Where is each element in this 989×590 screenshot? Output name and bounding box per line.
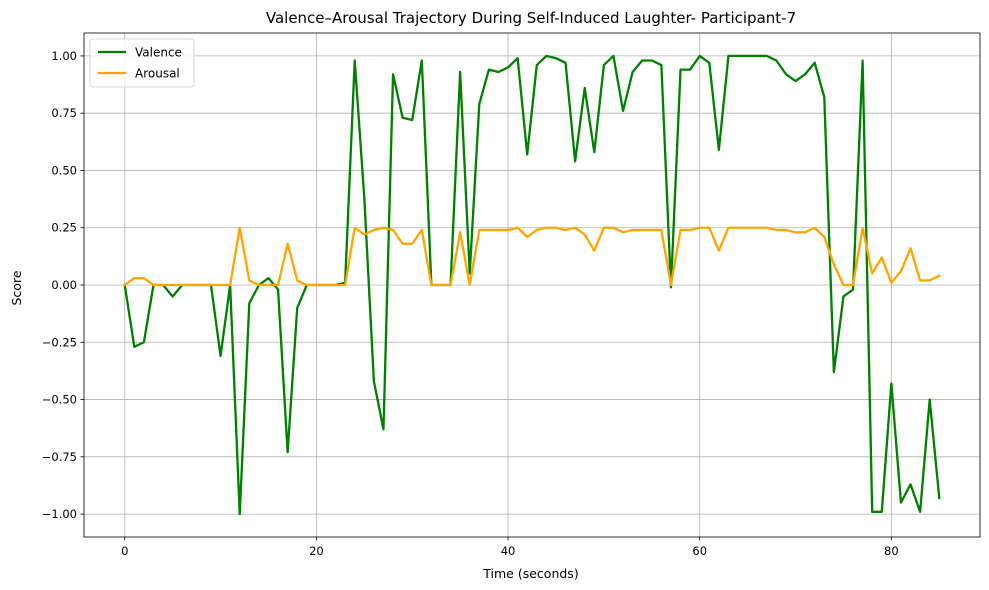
legend-label-arousal: Arousal: [135, 67, 180, 81]
series-lines: [123, 54, 941, 516]
x-tick-label: 0: [121, 544, 128, 558]
y-tick-label: 0.75: [51, 106, 77, 120]
series-line-arousal: [123, 226, 941, 287]
y-tick-label: −0.25: [42, 335, 77, 349]
chart-title: Valence–Arousal Trajectory During Self-I…: [266, 9, 796, 27]
y-tick-label: −1.00: [42, 507, 77, 521]
legend: Valence Arousal: [89, 38, 195, 88]
y-tick-label: −0.50: [42, 393, 77, 407]
y-tick-label: 1.00: [51, 49, 77, 63]
x-tick-label: 60: [692, 544, 707, 558]
legend-label-valence: Valence: [135, 46, 182, 60]
y-tick-label: 0.00: [51, 278, 77, 292]
x-tick-label: 20: [309, 544, 324, 558]
x-axis-label: Time (seconds): [482, 566, 578, 581]
y-axis-label: Score: [9, 270, 24, 305]
y-tick-label: −0.75: [42, 450, 77, 464]
x-tick-label: 40: [501, 544, 516, 558]
y-tick-label: 0.50: [51, 163, 77, 177]
axes: 0 20 40 60 80 −1.00 −0.75 −0.50 −0.25 0.00 0.25 0.5…: [42, 49, 899, 558]
y-tick-label: 0.25: [51, 221, 77, 235]
x-tick-label: 80: [884, 544, 899, 558]
